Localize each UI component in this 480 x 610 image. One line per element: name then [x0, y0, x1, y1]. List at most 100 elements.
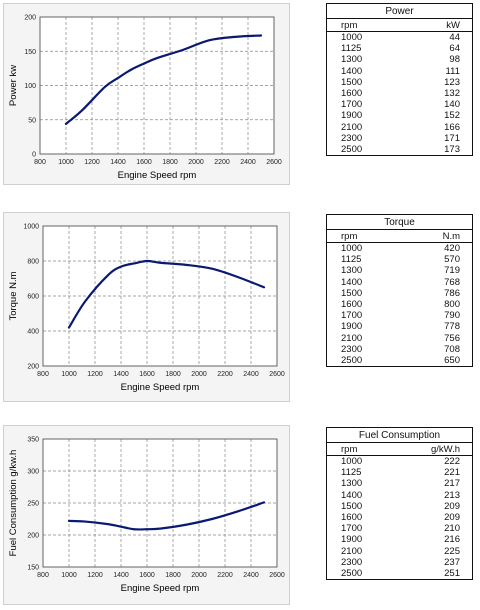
rpm-cell: 1600: [341, 512, 363, 524]
rpm-cell: 1600: [341, 88, 363, 100]
y-tick-label: 0: [32, 152, 36, 159]
table-header: rpm N.m: [327, 230, 472, 243]
y-tick-label: 250: [27, 501, 39, 508]
rpm-cell: 1300: [341, 478, 363, 490]
fuel-consumption-chart-svg: 800 1000 1200 1400 1600 1800 2000 2200 2400 2600 1…: [8, 437, 285, 595]
table-row: 1700 140: [327, 99, 472, 110]
x-axis-label: Engine Speed rpm: [121, 583, 200, 594]
rpm-cell: 1500: [341, 500, 363, 512]
table-row: 1600 209: [327, 512, 472, 523]
y-tick-label: 150: [24, 49, 36, 56]
table-row: 1500 209: [327, 501, 472, 512]
data-point: [159, 527, 161, 530]
y-tick-label: 600: [27, 294, 39, 301]
value-cell: 98: [449, 54, 460, 66]
value-cell: 171: [444, 132, 460, 144]
table-body: 1000 420 1125 570 1300 719 1400 768 1500 786 1600 8…: [327, 243, 472, 366]
data-point: [65, 122, 67, 125]
table-row: 1000 44: [327, 32, 472, 43]
value-cell: 778: [444, 321, 460, 333]
table-title: Fuel Consumption: [327, 428, 472, 443]
rpm-cell: 1500: [341, 76, 363, 88]
value-cell: 251: [444, 568, 460, 580]
value-column-header: N.m: [442, 231, 460, 242]
x-tick-label: 1400: [113, 371, 129, 378]
value-cell: 173: [444, 144, 460, 156]
x-tick-label: 2000: [188, 159, 204, 166]
y-axis-label: Torque N.m: [8, 271, 19, 320]
data-point: [211, 267, 213, 270]
value-cell: 123: [444, 76, 460, 88]
value-cell: 719: [444, 265, 460, 277]
rpm-cell: 1300: [341, 265, 363, 277]
x-tick-label: 2600: [266, 159, 282, 166]
rpm-cell: 2300: [341, 132, 363, 144]
plot-border: [39, 16, 275, 155]
fuel-consumption-chart: 800 1000 1200 1400 1600 1800 2000 2200 2400 2600 1…: [3, 425, 290, 605]
data-point: [120, 265, 122, 268]
fuel-consumption-table: Fuel Consumption rpm g/kW.h 1000 222 1125 2…: [326, 427, 473, 581]
value-cell: 217: [444, 478, 460, 490]
x-tick-label: 1200: [84, 159, 100, 166]
value-cell: 64: [449, 43, 460, 55]
value-cell: 166: [444, 121, 460, 133]
data-point: [182, 48, 184, 51]
x-tick-label: 800: [34, 159, 46, 166]
table-row: 2300 171: [327, 133, 472, 144]
x-tick-label: 1800: [165, 371, 181, 378]
value-cell: 44: [449, 32, 460, 43]
rpm-cell: 2100: [341, 332, 363, 344]
rpm-cell: 1500: [341, 287, 363, 299]
value-cell: 708: [444, 343, 460, 355]
rpm-cell: 2500: [341, 568, 363, 580]
value-cell: 132: [444, 88, 460, 100]
data-point: [107, 274, 109, 277]
table-title: Power: [327, 4, 472, 19]
y-tick-label: 150: [27, 565, 39, 572]
table-header: rpm g/kW.h: [327, 443, 472, 456]
x-tick-label: 2400: [240, 159, 256, 166]
value-cell: 756: [444, 332, 460, 344]
table-row: 2100 225: [327, 546, 472, 557]
table-row: 1700 210: [327, 523, 472, 534]
table-row: 1300 217: [327, 478, 472, 489]
table-row: 1300 719: [327, 265, 472, 276]
data-point: [159, 261, 161, 264]
x-tick-label: 2600: [269, 572, 285, 579]
y-axis-label: Power kw: [8, 65, 19, 106]
data-point: [81, 109, 84, 112]
data-point: [130, 68, 132, 71]
rpm-cell: 1400: [341, 276, 363, 288]
data-point: [84, 300, 87, 303]
data-point: [260, 34, 262, 37]
x-tick-label: 1800: [162, 159, 178, 166]
table-row: 2300 708: [327, 344, 472, 355]
rpm-cell: 1000: [341, 32, 363, 43]
x-tick-label: 1400: [110, 159, 126, 166]
value-cell: 111: [445, 65, 460, 77]
rpm-cell: 1900: [341, 534, 363, 546]
table-row: 2500 173: [327, 144, 472, 155]
power-chart: 800 1000 1200 1400 1600 1800 2000 2200 2400 2600 0…: [3, 3, 290, 185]
x-tick-label: 2400: [243, 371, 259, 378]
rpm-cell: 1700: [341, 310, 363, 322]
data-point: [185, 263, 187, 266]
y-tick-label: 300: [27, 469, 39, 476]
torque-chart: 800 1000 1200 1400 1600 1800 2000 2200 2400 2600 2…: [3, 212, 290, 402]
data-point: [263, 286, 265, 289]
torque-chart-svg: 800 1000 1200 1400 1600 1800 2000 2200 2400 2600 2…: [8, 224, 285, 394]
table-row: 1125 221: [327, 467, 472, 478]
y-axis-label: Fuel Consumption g/kw.h: [8, 450, 19, 557]
table-row: 1600 132: [327, 88, 472, 99]
x-tick-label: 2200: [214, 159, 230, 166]
x-tick-label: 2600: [269, 371, 285, 378]
table-row: 1000 420: [327, 243, 472, 254]
rpm-cell: 1900: [341, 321, 363, 333]
data-point: [208, 39, 210, 42]
x-tick-label: 1400: [113, 572, 129, 579]
table-header: rpm kW: [327, 19, 472, 32]
x-tick-label: 1600: [136, 159, 152, 166]
data-point: [120, 525, 122, 528]
data-point: [68, 520, 70, 522]
power-chart-svg: 800 1000 1200 1400 1600 1800 2000 2200 2400 2600 0…: [8, 15, 282, 182]
